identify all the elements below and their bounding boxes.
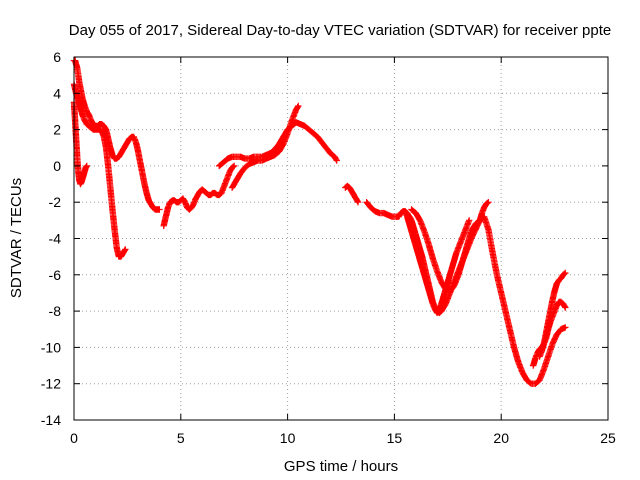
x-tick-label: 20 [493, 430, 509, 446]
series-arc-10 [408, 206, 569, 387]
y-tick-label: -6 [49, 267, 62, 283]
y-tick-label: 2 [53, 122, 61, 138]
x-tick-label: 0 [70, 430, 78, 446]
x-axis-label: GPS time / hours [284, 458, 398, 475]
axis-ticks: 0 5 10 15 20 25 -14 -12 -10 -8 -6 -4 -2 0 2 4 6 [41, 49, 616, 446]
series-markers [363, 199, 492, 317]
series-arc-6 [228, 102, 302, 191]
series-arc-3 [70, 57, 163, 213]
y-tick-label: -14 [41, 412, 61, 428]
data-points [70, 57, 569, 387]
y-axis-label: SDTVAR / TECUs [8, 178, 25, 298]
series-arc-12 [536, 269, 569, 360]
series-markers [408, 206, 569, 387]
series-arc-5 [216, 119, 340, 170]
series-markers [228, 102, 302, 191]
y-tick-label: -8 [49, 303, 62, 319]
y-tick-label: -10 [41, 339, 61, 355]
y-tick-label: 4 [53, 85, 61, 101]
chart-title: Day 055 of 2017, Sidereal Day-to-day VTE… [69, 22, 611, 39]
series-markers [216, 119, 340, 170]
series-arc-4 [160, 162, 238, 229]
y-tick-label: -12 [41, 376, 61, 392]
x-tick-label: 10 [280, 430, 296, 446]
x-tick-label: 15 [387, 430, 403, 446]
y-tick-label: 0 [53, 158, 61, 174]
series-markers [160, 162, 238, 229]
series-markers [536, 269, 569, 360]
series-markers [70, 57, 163, 213]
y-tick-label: -2 [49, 194, 62, 210]
x-tick-label: 25 [600, 430, 616, 446]
series-markers [342, 182, 362, 206]
grid [74, 57, 608, 420]
y-tick-label: 6 [53, 49, 61, 65]
x-tick-label: 5 [177, 430, 185, 446]
series-arc-7 [342, 182, 362, 206]
y-tick-label: -4 [49, 231, 62, 247]
series-arc-8 [363, 199, 492, 317]
